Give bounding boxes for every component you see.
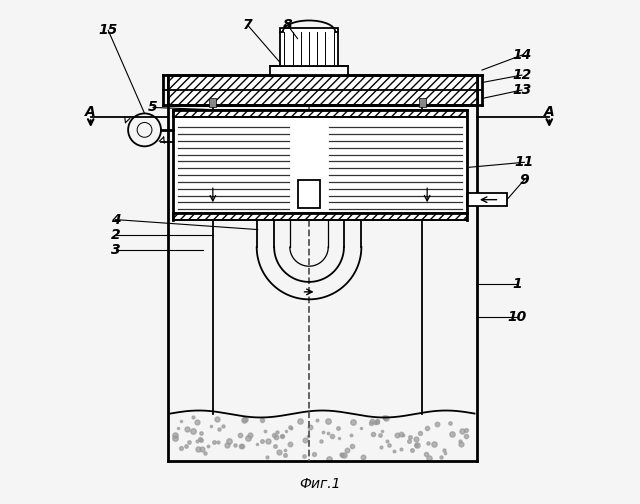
Text: 12: 12 <box>512 68 531 82</box>
Text: 10: 10 <box>508 310 527 324</box>
Text: 5: 5 <box>148 100 158 114</box>
Bar <box>173 110 467 117</box>
Text: 4: 4 <box>111 213 120 227</box>
Text: 8: 8 <box>283 18 292 32</box>
Text: 3: 3 <box>111 242 120 257</box>
Bar <box>467 193 507 206</box>
Bar <box>173 213 467 220</box>
Text: Фиг.1: Фиг.1 <box>300 477 340 491</box>
Text: A: A <box>544 105 555 119</box>
Bar <box>271 66 348 75</box>
Bar <box>174 117 466 213</box>
Text: A: A <box>85 105 96 119</box>
Bar <box>298 180 320 208</box>
Text: 14: 14 <box>512 48 531 62</box>
Text: 15: 15 <box>99 23 118 37</box>
Bar <box>209 98 216 107</box>
Text: 2: 2 <box>111 227 120 241</box>
Text: 13: 13 <box>512 83 531 97</box>
Text: 11: 11 <box>515 155 534 169</box>
Bar <box>280 28 338 66</box>
Text: 9: 9 <box>520 173 529 186</box>
Bar <box>168 75 477 105</box>
Text: 7: 7 <box>243 18 253 32</box>
Text: 1: 1 <box>512 277 522 291</box>
Bar <box>419 98 426 107</box>
